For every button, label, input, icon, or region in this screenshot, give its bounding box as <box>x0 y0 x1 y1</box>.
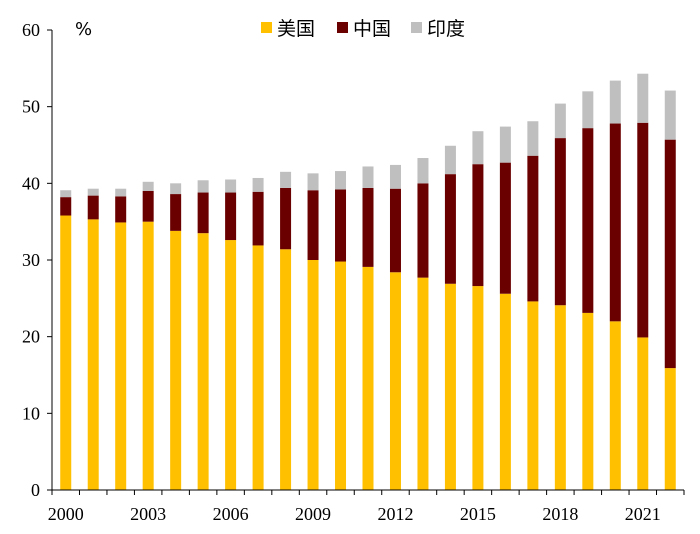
bar-china-2016 <box>499 162 511 294</box>
legend-item-india: 印度 <box>411 18 465 40</box>
bar-india-2003 <box>142 181 154 191</box>
bar-us-2014 <box>444 283 456 490</box>
bar-india-2008 <box>280 171 292 188</box>
bar-china-2008 <box>280 187 292 250</box>
bar-us-2010 <box>335 261 347 490</box>
bar-china-2013 <box>417 183 429 278</box>
bar-us-2009 <box>307 260 319 490</box>
bar-us-2013 <box>417 277 429 490</box>
y-tick-label: 50 <box>22 97 40 117</box>
bar-china-2001 <box>87 195 99 220</box>
legend-label-us: 美国 <box>277 18 315 40</box>
bar-india-2006 <box>225 179 237 193</box>
bar-india-2016 <box>499 126 511 163</box>
bar-india-2001 <box>87 188 99 196</box>
y-tick-label: 20 <box>22 327 40 347</box>
bar-china-2020 <box>609 123 621 322</box>
legend-label-china: 中国 <box>353 18 391 40</box>
bar-india-2011 <box>362 166 374 188</box>
x-tick-label-2012: 2012 <box>377 504 413 524</box>
bar-china-2010 <box>335 189 347 262</box>
x-tick-label-2003: 2003 <box>130 504 166 524</box>
bar-china-2007 <box>252 191 264 246</box>
bar-us-2018 <box>554 305 566 490</box>
bar-china-2006 <box>225 192 237 241</box>
y-tick-label: 0 <box>31 480 40 500</box>
bar-china-2022 <box>664 139 676 369</box>
bar-india-2005 <box>197 180 209 193</box>
bar-india-2014 <box>444 145 456 175</box>
bar-india-2007 <box>252 177 264 192</box>
bar-india-2018 <box>554 103 566 139</box>
y-tick-label: 40 <box>22 173 40 193</box>
bar-us-2021 <box>637 337 649 490</box>
bar-india-2000 <box>60 190 72 198</box>
bar-us-2001 <box>87 219 99 490</box>
bar-china-2012 <box>389 188 401 273</box>
bar-india-2015 <box>472 131 484 165</box>
bar-china-2011 <box>362 187 374 267</box>
bar-us-2016 <box>499 293 511 490</box>
bar-us-2000 <box>60 215 72 490</box>
y-axis-unit-label: % <box>75 19 92 40</box>
bar-india-2022 <box>664 90 676 140</box>
x-tick-label-2006: 2006 <box>213 504 249 524</box>
bar-us-2008 <box>280 249 292 490</box>
legend-label-india: 印度 <box>427 18 465 40</box>
bar-india-2019 <box>582 91 594 129</box>
legend: 美国 中国 印度 <box>261 18 465 40</box>
bar-us-2020 <box>609 321 621 490</box>
x-tick-label-2021: 2021 <box>625 504 661 524</box>
bar-us-2022 <box>664 368 676 490</box>
bar-us-2012 <box>389 272 401 490</box>
bar-us-2004 <box>170 230 182 490</box>
x-tick-label-2009: 2009 <box>295 504 331 524</box>
bars <box>60 73 676 491</box>
bar-us-2019 <box>582 312 594 490</box>
bar-india-2013 <box>417 158 429 184</box>
x-axis: 2000 2003 2006 2009 2012 2015 2018 2021 <box>48 490 685 524</box>
bar-india-2009 <box>307 173 319 191</box>
bar-india-2020 <box>609 80 621 124</box>
y-tick-label: 10 <box>22 403 40 423</box>
bar-us-2011 <box>362 266 374 490</box>
x-tick-label-2018: 2018 <box>542 504 578 524</box>
legend-swatch-us <box>261 22 272 33</box>
y-tick-label: 60 <box>22 20 40 40</box>
bar-india-2002 <box>115 188 127 197</box>
bar-us-2017 <box>527 301 539 490</box>
bar-china-2004 <box>170 194 182 231</box>
bar-us-2003 <box>142 221 154 491</box>
y-tick-label: 30 <box>22 250 40 270</box>
bar-india-2017 <box>527 121 539 156</box>
bar-india-2010 <box>335 171 347 190</box>
bar-china-2019 <box>582 128 594 313</box>
bar-india-2004 <box>170 183 182 195</box>
bar-china-2015 <box>472 164 484 287</box>
bar-india-2021 <box>637 73 649 123</box>
bar-india-2012 <box>389 164 401 189</box>
legend-item-us: 美国 <box>261 18 315 40</box>
bar-china-2021 <box>637 122 649 338</box>
legend-swatch-india <box>411 22 422 33</box>
bar-us-2005 <box>197 233 209 491</box>
y-axis: 0 10 20 30 40 50 60 <box>22 20 52 500</box>
bar-us-2015 <box>472 286 484 490</box>
x-tick-label-2000: 2000 <box>48 504 84 524</box>
bar-china-2002 <box>115 196 127 223</box>
bar-china-2017 <box>527 155 539 302</box>
legend-item-china: 中国 <box>337 18 391 40</box>
bar-china-2000 <box>60 197 72 216</box>
bar-china-2003 <box>142 191 154 222</box>
legend-swatch-china <box>337 22 348 33</box>
bar-china-2009 <box>307 190 319 260</box>
bar-us-2006 <box>225 240 237 490</box>
bar-china-2018 <box>554 138 566 306</box>
bar-us-2002 <box>115 222 127 490</box>
bar-china-2014 <box>444 174 456 284</box>
bar-china-2005 <box>197 192 209 234</box>
bar-us-2007 <box>252 245 264 490</box>
x-tick-label-2015: 2015 <box>460 504 496 524</box>
